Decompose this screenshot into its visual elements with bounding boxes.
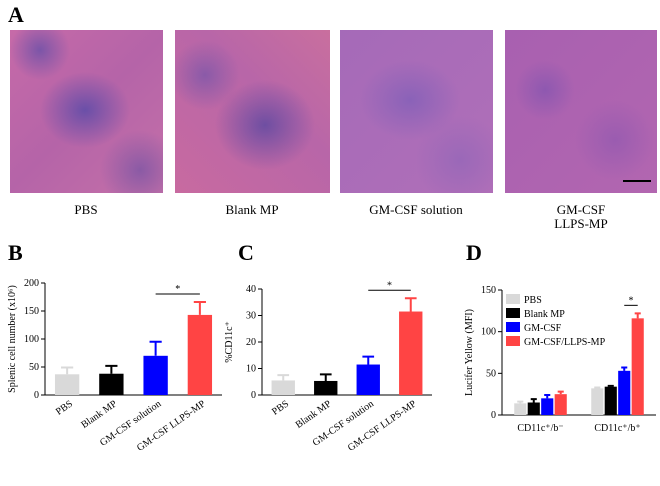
y-tick-label: 20 — [246, 337, 256, 348]
error-bar — [530, 398, 537, 403]
x-tick-label: PBS — [54, 398, 75, 417]
y-axis-label: %CD11c⁺ — [224, 321, 235, 363]
bar — [356, 364, 380, 395]
error-bar — [544, 394, 551, 399]
legend-label: Blank MP — [524, 309, 565, 320]
x-tick-label: Blank MP — [79, 398, 119, 431]
bar — [554, 394, 567, 415]
error-bar — [634, 312, 641, 319]
y-axis-label: Splenic cell number (x10⁶) — [7, 285, 18, 393]
y-tick-label: 100 — [24, 334, 39, 345]
scale-bar — [623, 180, 651, 182]
error-bar — [105, 364, 118, 374]
error-bar — [362, 355, 375, 365]
image-caption: Blank MP — [225, 202, 279, 217]
image-caption: PBS — [74, 202, 98, 217]
y-tick-label: 200 — [24, 278, 39, 289]
error-bar — [61, 366, 74, 375]
y-tick-label: 50 — [29, 362, 39, 373]
bar — [514, 403, 527, 415]
bar — [187, 314, 213, 395]
error-bar — [557, 390, 564, 395]
bar — [143, 355, 168, 395]
image-caption: GM-CSF LLPS-MP — [554, 202, 608, 231]
error-bar — [404, 297, 417, 312]
legend-swatch — [506, 336, 520, 346]
error-bar — [277, 374, 290, 381]
bar — [604, 386, 617, 415]
panel-label: C — [238, 240, 254, 265]
y-tick-label: 50 — [486, 368, 496, 379]
error-bar — [193, 301, 206, 315]
histology-image — [505, 30, 657, 193]
panel-label: B — [8, 240, 23, 265]
error-bar — [607, 384, 614, 387]
y-tick-label: 0 — [251, 390, 256, 401]
histology-image — [340, 30, 493, 193]
error-bar — [319, 373, 332, 381]
legend-label: PBS — [524, 295, 542, 306]
bar — [618, 370, 631, 415]
error-bar — [517, 400, 524, 404]
y-tick-label: 10 — [246, 364, 256, 375]
legend-label: GM-CSF/LLPS-MP — [524, 337, 606, 348]
bar — [99, 373, 124, 395]
legend-swatch — [506, 294, 520, 304]
error-bar — [149, 340, 162, 356]
bar — [54, 374, 80, 395]
bar — [399, 311, 423, 395]
x-tick-label: PBS — [270, 398, 291, 417]
panel-label: D — [466, 240, 482, 265]
bar — [631, 318, 644, 415]
x-tick-label: CD11c⁺/b⁺ — [594, 423, 640, 434]
error-bar — [594, 386, 601, 389]
error-bar — [621, 366, 628, 371]
legend-swatch — [506, 322, 520, 332]
x-tick-label: CD11c⁺/b⁻ — [517, 423, 563, 434]
panel-label: A — [8, 2, 24, 27]
histology-image — [175, 30, 330, 193]
y-tick-label: 40 — [246, 284, 256, 295]
y-tick-label: 150 — [481, 285, 496, 296]
annotation: * — [387, 280, 392, 291]
y-axis-label: Lucifer Yellow (MFI) — [464, 309, 475, 396]
legend-label: GM-CSF — [524, 323, 562, 334]
image-caption: GM-CSF solution — [369, 202, 463, 217]
y-tick-label: 100 — [481, 327, 496, 338]
y-tick-label: 30 — [246, 311, 256, 322]
bar — [591, 388, 604, 415]
bar — [271, 380, 295, 395]
bar — [314, 380, 338, 395]
annotation: * — [628, 295, 633, 306]
annotation: * — [175, 284, 180, 295]
bar — [541, 398, 554, 415]
y-tick-label: 0 — [491, 410, 496, 421]
y-tick-label: 150 — [24, 306, 39, 317]
y-tick-label: 0 — [34, 390, 39, 401]
legend-swatch — [506, 308, 520, 318]
bar — [527, 402, 540, 415]
x-tick-label: Blank MP — [294, 398, 334, 431]
histology-image — [10, 30, 163, 193]
